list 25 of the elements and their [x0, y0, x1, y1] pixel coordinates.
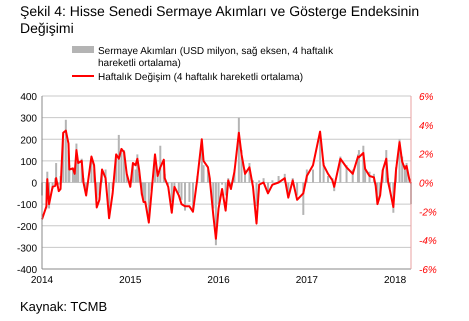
y-tick-label: -200	[16, 222, 38, 233]
y-tick-label: -100	[16, 200, 38, 212]
x-tick-label: 2016	[207, 275, 230, 286]
legend-label: Haftalık Değişim (4 haftalık hareketli ortalama)	[98, 72, 304, 83]
y2-tick-label: 2%	[418, 150, 434, 161]
y-tick-label: -300	[16, 243, 38, 254]
y2-tick-label: -6%	[419, 265, 437, 276]
x-tick-label: 2014	[30, 275, 54, 286]
y2-tick-label: -4%	[419, 236, 437, 248]
x-tick-label: 2017	[296, 275, 318, 286]
x-tick-label: 2015	[119, 275, 142, 286]
y-tick-label: 200	[20, 135, 38, 146]
chart-title: Şekil 4: Hisse Senedi Sermaye Akımları ve Gösterge Endeksinin Değişimi	[20, 3, 420, 36]
y2-tick-label: 6%	[419, 92, 434, 103]
y-tick-label: 0	[31, 178, 38, 190]
y-tick-label: 300	[20, 114, 38, 125]
y-tick-label: -400	[16, 265, 38, 276]
text: Kaynak: TCMB	[20, 299, 108, 314]
legend-label: Sermaye Akımları (USD milyon, sağ eksen, 4 haftalık hareketli ortalama)	[98, 46, 334, 69]
y-tick-label: 100	[20, 156, 38, 168]
y2-tick-label: 0%	[419, 178, 434, 190]
y2-tick-label: -2%	[419, 207, 437, 218]
y2-tick-label: 4%	[419, 120, 434, 132]
x-tick-label: 2018	[384, 275, 407, 286]
y-tick-label: 400	[20, 92, 38, 103]
